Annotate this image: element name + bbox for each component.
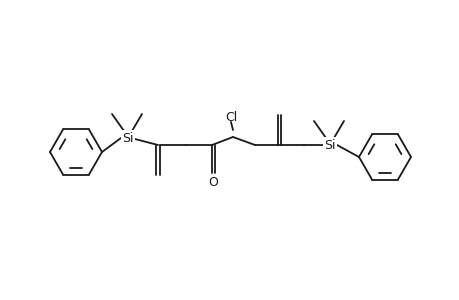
Text: Cl: Cl	[224, 110, 236, 124]
Text: Si: Si	[324, 139, 335, 152]
Text: Si: Si	[122, 131, 134, 145]
Text: O: O	[207, 176, 218, 188]
